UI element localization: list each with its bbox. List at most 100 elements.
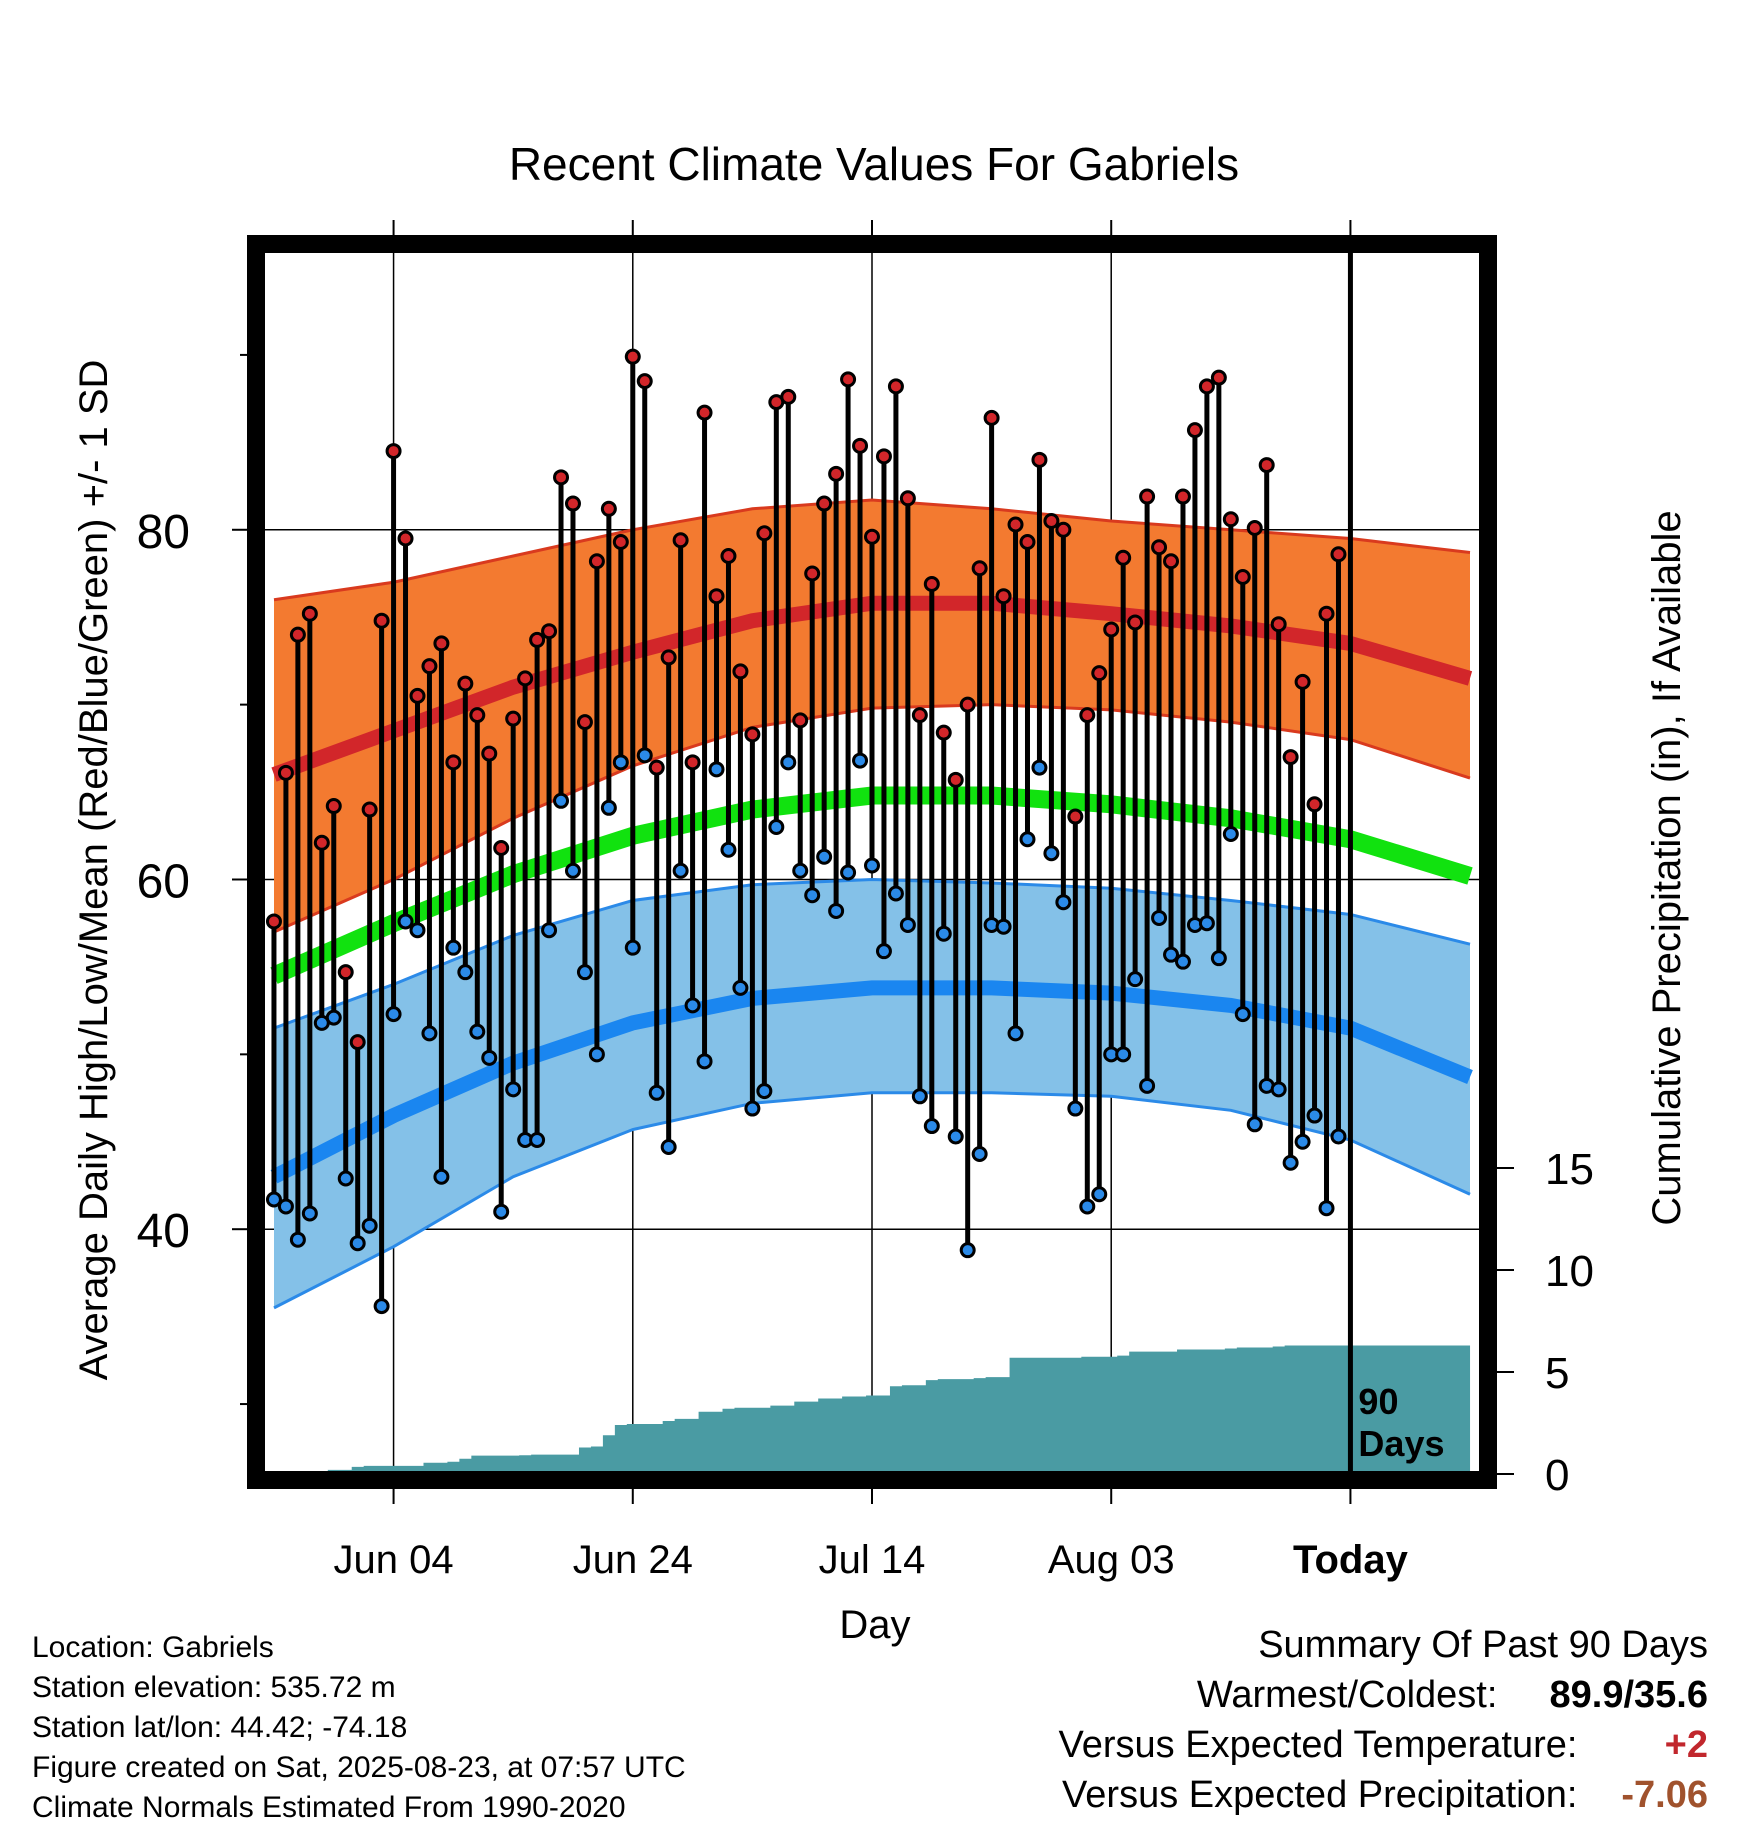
- daily-high-point: [481, 745, 498, 762]
- temp-anomaly-value: +2: [1664, 1724, 1708, 1766]
- daily-low-point: [553, 792, 570, 809]
- daily-low-point: [1163, 946, 1180, 963]
- daily-high-point: [1318, 605, 1335, 622]
- daily-high-point: [864, 528, 880, 545]
- summary-panel: Summary Of Past 90 Days Warmest/Coldest:…: [1059, 1620, 1708, 1820]
- daily-high-point: [1127, 614, 1144, 631]
- daily-low-point: [1174, 953, 1191, 970]
- daily-low-point: [361, 1217, 378, 1234]
- daily-low-point: [744, 1100, 761, 1117]
- chart-title: Recent Climate Values For Gabriels: [509, 138, 1239, 190]
- daily-high-point: [553, 469, 570, 486]
- daily-low-point: [1318, 1200, 1335, 1217]
- daily-low-point: [289, 1231, 306, 1248]
- daily-low-point: [840, 864, 857, 881]
- low-lower-edge: [273, 1091, 1471, 1310]
- daily-high-point: [959, 696, 976, 713]
- daily-low-point: [505, 1081, 522, 1098]
- daily-high-point: [672, 532, 689, 549]
- daily-low-point: [1330, 1128, 1347, 1145]
- daily-low-point: [493, 1203, 510, 1220]
- daily-low-point: [828, 902, 845, 919]
- daily-high-point: [780, 388, 797, 405]
- daily-low-point: [373, 1298, 390, 1315]
- daily-high-point: [505, 710, 522, 727]
- y2-tick-label: 0: [1545, 1451, 1569, 1500]
- daily-high-point: [911, 707, 928, 724]
- daily-high-point: [517, 670, 534, 687]
- daily-low-point: [947, 1128, 964, 1145]
- daily-low-point: [696, 1053, 713, 1070]
- station-elevation: Station elevation: 535.72 m: [32, 1671, 396, 1704]
- daily-high-point: [409, 687, 426, 704]
- today-label-days-word: Days: [1358, 1423, 1444, 1464]
- daily-high-point: [696, 404, 713, 421]
- daily-high-point: [732, 663, 749, 680]
- station-location: Location: Gabriels: [32, 1631, 274, 1664]
- daily-low-point: [1019, 831, 1036, 848]
- daily-low-point: [576, 964, 593, 981]
- y-tick-label: 80: [137, 506, 190, 559]
- daily-high-point: [1330, 546, 1347, 563]
- summary-heading: Summary Of Past 90 Days: [1258, 1624, 1708, 1666]
- daily-low-point: [720, 841, 737, 858]
- precip-area: [273, 1345, 1471, 1474]
- daily-high-point: [1198, 378, 1215, 395]
- daily-high-point: [313, 834, 330, 851]
- figure-created: Figure created on Sat, 2025-08-23, at 07…: [32, 1751, 686, 1784]
- summary-temp-row: Versus Expected Temperature: +2: [1059, 1720, 1708, 1770]
- daily-low-point: [1198, 915, 1215, 932]
- daily-high-point: [349, 1034, 366, 1051]
- station-latlon: Station lat/lon: 44.42; -74.18: [32, 1711, 408, 1744]
- daily-high-point: [1007, 516, 1024, 533]
- summary-warm-cold-row: Warmest/Coldest: 89.9/35.6: [1059, 1670, 1708, 1720]
- daily-high-point: [1282, 749, 1299, 766]
- daily-high-point: [493, 840, 510, 857]
- daily-low-point: [672, 862, 689, 879]
- daily-high-point: [1258, 457, 1275, 474]
- daily-low-point: [1031, 759, 1048, 776]
- today-label-days-count: 90: [1358, 1381, 1398, 1422]
- daily-low-point: [1091, 1186, 1108, 1203]
- daily-high-point: [804, 565, 821, 582]
- daily-high-point: [983, 409, 1000, 426]
- daily-high-point: [576, 714, 593, 731]
- daily-high-point: [1043, 513, 1060, 530]
- daily-high-point: [899, 490, 916, 507]
- daily-high-point: [1294, 673, 1311, 690]
- daily-low-point: [1067, 1100, 1084, 1117]
- daily-high-point: [756, 525, 773, 542]
- daily-low-point: [1306, 1107, 1323, 1124]
- daily-high-point: [397, 530, 414, 547]
- daily-low-point: [1294, 1133, 1311, 1150]
- daily-high-point: [1031, 451, 1048, 468]
- daily-low-point: [337, 1170, 354, 1187]
- daily-low-point: [325, 1009, 342, 1026]
- daily-low-point: [804, 887, 821, 904]
- daily-low-point: [684, 997, 701, 1014]
- daily-high-point: [648, 759, 665, 776]
- daily-high-point: [1163, 553, 1180, 570]
- daily-high-point: [1186, 422, 1203, 439]
- daily-low-point: [265, 1191, 282, 1208]
- x-axis-label: Day: [839, 1603, 910, 1647]
- daily-low-point: [1055, 894, 1072, 911]
- x-tick-label: Aug 03: [1048, 1538, 1175, 1582]
- daily-low-point: [923, 1118, 940, 1135]
- station-info: Location: Gabriels Station elevation: 53…: [32, 1628, 686, 1828]
- daily-low-point: [421, 1025, 438, 1042]
- daily-high-point: [708, 588, 725, 605]
- daily-high-point: [445, 754, 462, 771]
- daily-high-point: [1019, 534, 1036, 551]
- daily-low-point: [564, 862, 581, 879]
- daily-high-point: [816, 495, 833, 512]
- daily-low-point: [648, 1084, 665, 1101]
- y2-axis-label: Cumulative Precipitation (in), If Availa…: [1645, 510, 1689, 1225]
- daily-low-point: [1246, 1116, 1263, 1133]
- daily-low-point: [911, 1088, 928, 1105]
- normals-period: Climate Normals Estimated From 1990-2020: [32, 1791, 626, 1824]
- daily-high-point: [564, 495, 581, 512]
- daily-high-point: [1115, 549, 1132, 566]
- daily-low-point: [529, 1132, 546, 1149]
